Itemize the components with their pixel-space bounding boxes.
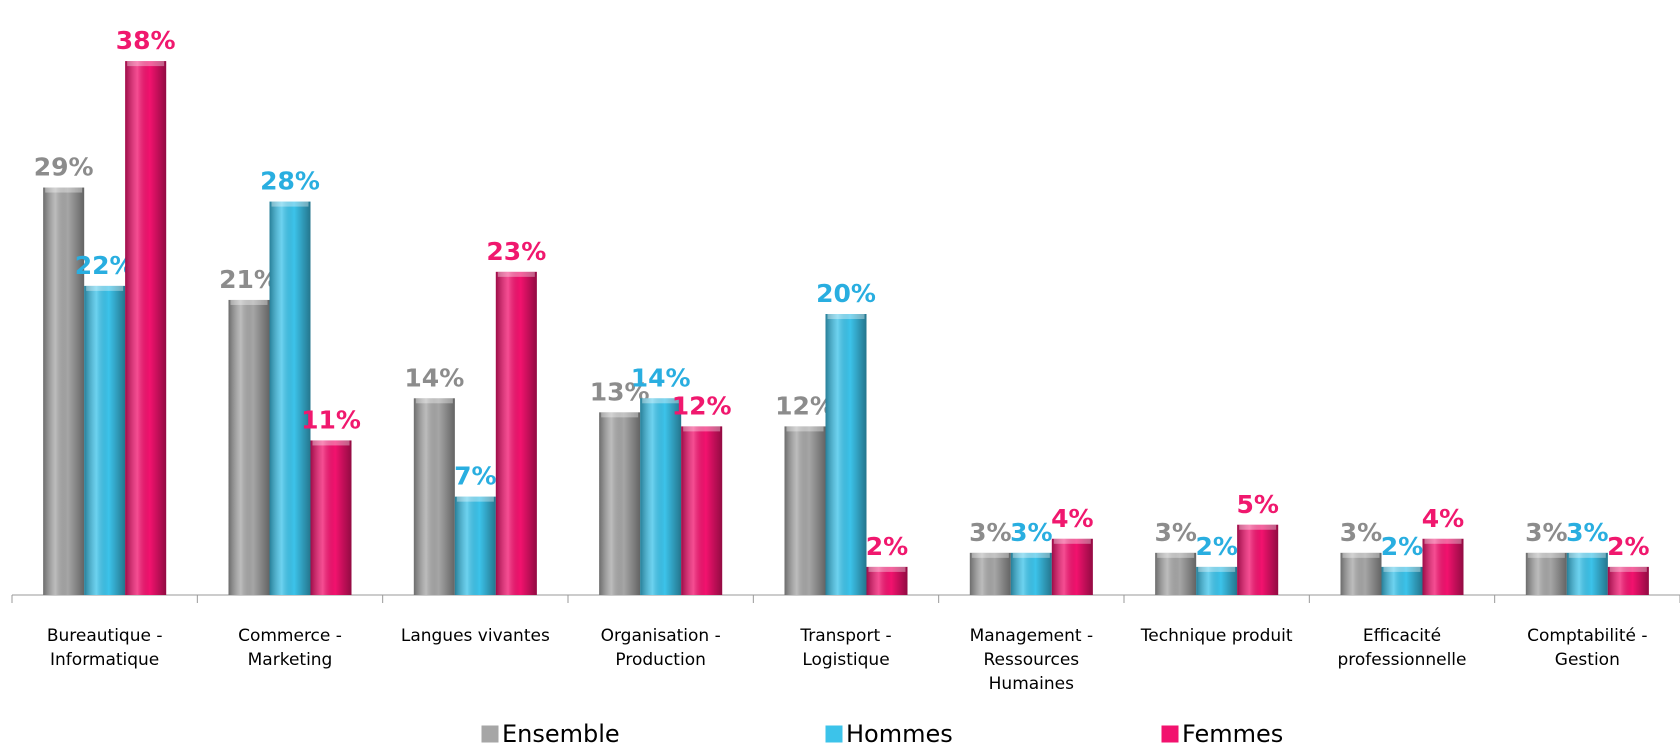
bar-shade (84, 285, 126, 595)
data-label: 2% (1195, 532, 1237, 561)
data-label: 12% (672, 391, 732, 420)
bar-cap (1527, 552, 1565, 558)
data-label: 23% (486, 237, 546, 266)
data-label: 12% (775, 391, 835, 420)
data-label: 29% (34, 153, 94, 182)
bar-cap (312, 440, 350, 446)
x-tick-label: Efficacité professionnelle (1337, 626, 1467, 670)
bar-cap (642, 398, 680, 404)
bar-shade (454, 496, 496, 595)
data-label: 2% (1381, 532, 1423, 561)
bar-shade (1340, 552, 1382, 595)
legend-swatch (825, 725, 843, 743)
data-label: 13% (590, 377, 650, 406)
data-label: 38% (116, 26, 176, 55)
bar-cap (230, 299, 268, 305)
bar-cap (45, 187, 83, 193)
x-tick-label: Commerce - Marketing (238, 626, 342, 670)
bar-shade (1607, 566, 1649, 595)
data-label: 3% (1010, 518, 1052, 547)
data-label: 22% (75, 251, 135, 280)
bar-shade (1422, 538, 1464, 595)
bar-cap (601, 412, 639, 418)
bar-shade (413, 398, 455, 595)
bar-cap (1424, 538, 1462, 544)
bar-shade (1237, 524, 1279, 595)
bar-shade (599, 412, 641, 595)
x-tick-label: Technique produit (1140, 626, 1293, 646)
bar-cap (271, 201, 309, 207)
bar-cap (868, 566, 906, 572)
data-label: 21% (219, 265, 279, 294)
bar-shade (640, 398, 682, 595)
x-tick-label: Management - Ressources Humaines (969, 626, 1094, 694)
bar-cap (456, 496, 494, 502)
bar-cap (971, 552, 1009, 558)
bar-shade (1051, 538, 1093, 595)
data-label: 5% (1236, 490, 1278, 519)
data-label: 14% (631, 363, 691, 392)
bar-cap (127, 61, 165, 67)
data-label: 3% (1340, 518, 1382, 547)
x-tick-label: Organisation - Production (600, 626, 721, 670)
legend-label: Femmes (1182, 720, 1283, 747)
data-label: 14% (404, 363, 464, 392)
bar-cap (497, 271, 535, 277)
bar-shade (1381, 566, 1423, 595)
data-label: 28% (260, 167, 320, 196)
data-label: 20% (816, 279, 876, 308)
bar-cap (786, 426, 824, 432)
legend-label: Hommes (846, 720, 953, 747)
x-tick-label: Bureautique - Informatique (46, 626, 163, 670)
bar-shade (825, 314, 867, 595)
data-label: 4% (1051, 504, 1093, 533)
bar-cap (86, 285, 124, 291)
bar-cap (1198, 566, 1236, 572)
bar-shade (681, 426, 723, 595)
bar-cap (1383, 566, 1421, 572)
bar-cap (827, 314, 865, 319)
bar-shade (1566, 552, 1608, 595)
legend-swatch (481, 725, 499, 743)
bar-shade (969, 552, 1011, 595)
bar-cap (1012, 552, 1050, 558)
bar-shade (866, 566, 908, 595)
bar-shade (43, 187, 85, 596)
bar-shade (269, 201, 311, 595)
data-label: 7% (454, 462, 496, 491)
data-label: 3% (1525, 518, 1567, 547)
x-tick-label: Langues vivantes (400, 626, 550, 646)
bar-cap (1239, 524, 1277, 530)
x-tick-label: Transport - Logistique (800, 626, 892, 670)
data-label: 3% (969, 518, 1011, 547)
bar-shade (228, 299, 270, 595)
bar-shade (495, 271, 537, 595)
bar-shade (125, 61, 167, 596)
bar-shade (1010, 552, 1052, 595)
data-label: 4% (1422, 504, 1464, 533)
bar-cap (415, 398, 453, 404)
bar-shade (1155, 552, 1197, 595)
legend-swatch (1161, 725, 1179, 743)
bar-shade (1525, 552, 1567, 595)
bar-cap (1609, 566, 1647, 572)
data-label: 3% (1566, 518, 1608, 547)
legend-label: Ensemble (502, 720, 620, 747)
bar-cap (1342, 552, 1380, 558)
bar-shade (1196, 566, 1238, 595)
data-label: 2% (1607, 532, 1649, 561)
x-tick-label: Comptabilité - Gestion (1527, 626, 1648, 670)
data-label: 2% (866, 532, 908, 561)
bar-shade (310, 440, 352, 595)
bar-cap (1157, 552, 1195, 558)
bar-cap (1568, 552, 1606, 558)
data-label: 11% (301, 405, 361, 434)
bar-cap (683, 426, 721, 432)
bar-shade (784, 426, 826, 595)
bar-cap (1053, 538, 1091, 544)
data-label: 3% (1154, 518, 1196, 547)
